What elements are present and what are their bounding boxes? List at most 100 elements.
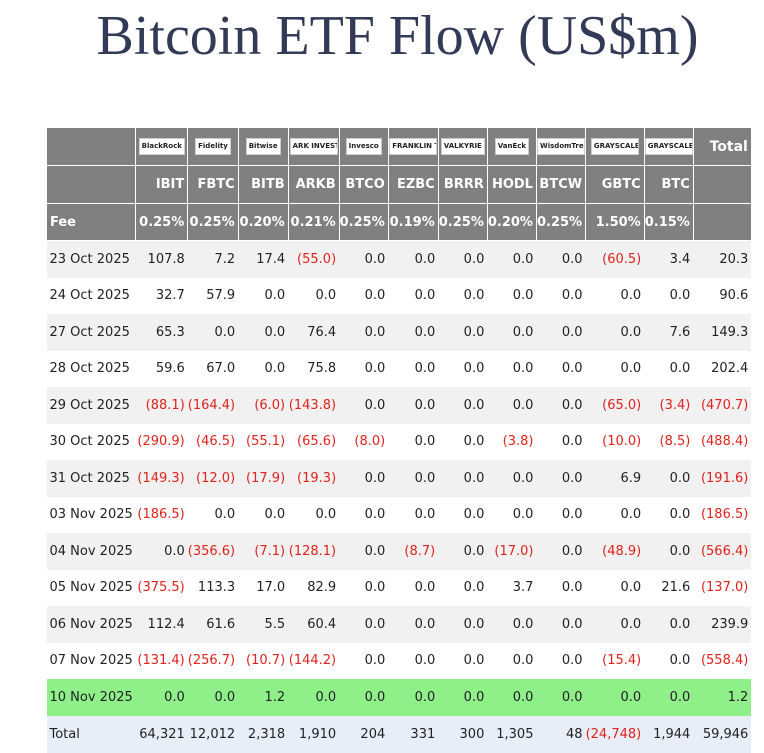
total-value: 59,946 — [693, 715, 752, 753]
flow-value: 75.8 — [307, 361, 337, 377]
data-row: 03 Nov 2025 (186.5) 0.0 0.0 0.0 0.0 0.0 0.0 0.0 0… — [47, 497, 752, 534]
flow-value: 112.4 — [135, 606, 188, 643]
flow-value: 0.0 — [187, 679, 239, 716]
flow-value: 0.0 — [315, 288, 337, 304]
ticker: FBTC — [187, 165, 239, 204]
header-cell: Invesco — [338, 127, 389, 166]
date: 03 Nov 2025 — [49, 507, 133, 523]
flow-value: 0.0 — [536, 679, 586, 716]
header-cell — [45, 165, 137, 204]
flow-value: (131.4) — [137, 653, 185, 669]
logo: Invesco — [345, 138, 382, 155]
flow-value: 57.9 — [206, 288, 236, 304]
flow-value: 0.0 — [487, 387, 537, 424]
flow-value: 0.0 — [561, 580, 583, 596]
flow-value: 0.0 — [644, 679, 694, 716]
ticker: BITB — [237, 165, 289, 204]
flow-value: 7.6 — [644, 314, 694, 351]
flow-value: (186.5) — [137, 507, 185, 523]
flow-value: 0.0 — [536, 606, 586, 643]
flow-value: 0.0 — [585, 314, 645, 351]
flow-value: (3.8) — [502, 434, 534, 450]
fee: 1.50% — [585, 203, 645, 241]
total-row: Total 64,321 12,012 2,318 1,910 204 331 300 1,30… — [46, 715, 752, 753]
flow-value: 1.2 — [238, 679, 289, 716]
date: 31 Oct 2025 — [46, 460, 136, 497]
flow-value: 0.0 — [339, 314, 389, 351]
flow-value: (488.4) — [700, 434, 749, 450]
flow-value: (6.0) — [238, 387, 289, 424]
flow-value: 149.3 — [693, 314, 752, 351]
flow-value: 0.0 — [414, 653, 436, 669]
date: 30 Oct 2025 — [49, 434, 130, 450]
flow-value: 0.0 — [463, 580, 485, 596]
total-value: 48 — [536, 715, 586, 753]
total-label: Total — [46, 715, 136, 753]
logo: BlackRock — [138, 138, 185, 155]
flow-value: 0.0 — [536, 240, 586, 278]
flow-value: 0.0 — [463, 361, 485, 377]
flow-value: (3.4) — [644, 387, 694, 424]
flow-value: 0.0 — [388, 240, 439, 278]
flow-value: 0.0 — [438, 533, 488, 570]
flow-value: 0.0 — [364, 580, 386, 596]
date: 04 Nov 2025 — [46, 533, 136, 570]
data-row: 28 Oct 2025 59.6 67.0 0.0 75.8 0.0 0.0 0.0 0.0 0.… — [47, 351, 752, 388]
flow-value: 60.4 — [288, 606, 340, 643]
flow-value: 0.0 — [388, 460, 439, 497]
flow-value: 0.0 — [536, 533, 586, 570]
flow-value: 0.0 — [339, 460, 389, 497]
flow-value: 0.0 — [315, 507, 337, 523]
flow-value: (290.9) — [137, 434, 185, 450]
header-cell: WisdomTree — [535, 127, 587, 166]
flow-value: (55.1) — [246, 434, 286, 450]
flow-value: (65.6) — [297, 434, 337, 450]
flow-value: 0.0 — [585, 606, 645, 643]
flow-value: 0.0 — [414, 288, 436, 304]
total-value: 64,321 — [135, 715, 188, 753]
flow-value: 0.0 — [388, 314, 439, 351]
logo: GRAYSCALE — [645, 138, 693, 155]
flow-value: 0.0 — [620, 580, 642, 596]
flow-value: (10.0) — [602, 434, 642, 450]
header-cell: BlackRock — [135, 127, 189, 166]
flow-value: 0.0 — [561, 653, 583, 669]
flow-value: 0.0 — [463, 434, 485, 450]
flow-value: (143.8) — [288, 387, 340, 424]
flow-value: 0.0 — [463, 507, 485, 523]
flow-value: 0.0 — [644, 606, 694, 643]
etf-flow-table: BlackRock Fidelity Bitwise ARK INVEST Invesc… — [45, 127, 752, 753]
flow-value: 17.4 — [238, 240, 289, 278]
logo: GRAYSCALE — [590, 138, 639, 155]
ticker: EZBC — [387, 165, 439, 204]
flow-value: 0.0 — [438, 240, 488, 278]
flow-value: (8.5) — [659, 434, 691, 450]
flow-value: 0.0 — [339, 606, 389, 643]
flow-value: 67.0 — [206, 361, 236, 377]
data-row: 05 Nov 2025 (375.5) 113.3 17.0 82.9 0.0 0.0 0.0… — [47, 570, 752, 607]
flow-value: 0.0 — [620, 507, 642, 523]
flow-value: (88.1) — [135, 387, 188, 424]
flow-value: 76.4 — [288, 314, 340, 351]
data-row: 23 Oct 2025 107.8 7.2 17.4 (55.0) 0.0 0.0 0.0 0.… — [46, 240, 752, 278]
flow-value: 59.6 — [155, 361, 185, 377]
flow-value: (137.0) — [700, 580, 749, 596]
flow-value: 3.4 — [644, 240, 694, 278]
flow-value: 0.0 — [214, 507, 236, 523]
date: 06 Nov 2025 — [46, 606, 136, 643]
flow-value: 0.0 — [339, 387, 389, 424]
ticker: GBTC — [585, 165, 645, 204]
data-row: 27 Oct 2025 65.3 0.0 0.0 76.4 0.0 0.0 0.0 0.0 0.0… — [46, 314, 752, 351]
fee: 0.25% — [338, 203, 389, 241]
flow-value: 0.0 — [364, 507, 386, 523]
flow-value: 65.3 — [135, 314, 188, 351]
flow-value: (558.4) — [700, 653, 749, 669]
flow-value: 0.0 — [388, 606, 439, 643]
flow-value: 0.0 — [339, 533, 389, 570]
flow-value: 21.6 — [661, 580, 691, 596]
flow-value: 0.0 — [669, 288, 691, 304]
flow-value: (8.7) — [388, 533, 439, 570]
flow-value: 0.0 — [135, 679, 188, 716]
date: 07 Nov 2025 — [49, 653, 133, 669]
